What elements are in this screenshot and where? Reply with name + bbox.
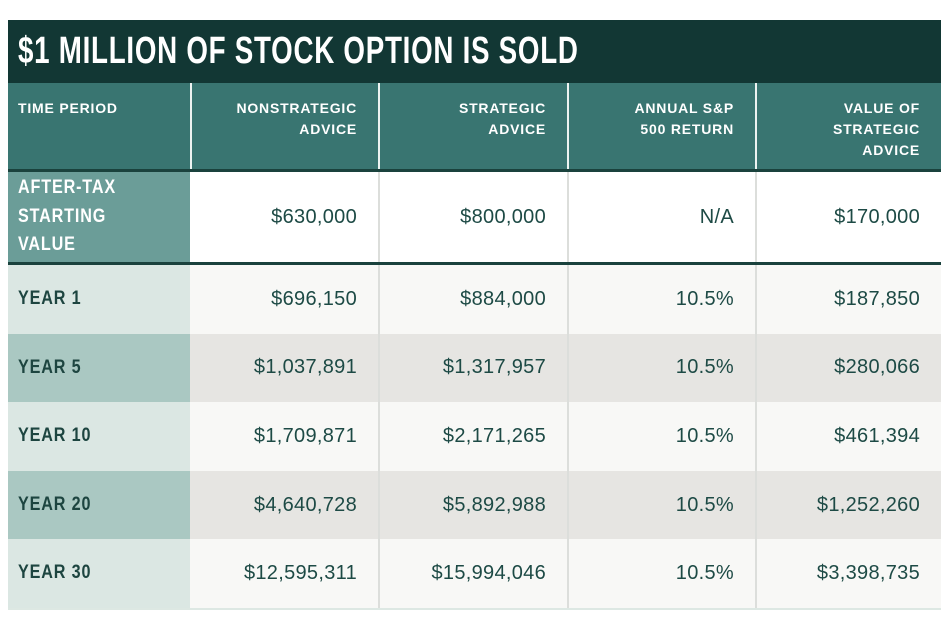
table-row-year-20: YEAR 20 $4,640,728 $5,892,988 10.5% $1,2… bbox=[8, 470, 941, 540]
table-row-year-30: YEAR 30 $12,595,311 $15,994,046 10.5% $3… bbox=[8, 539, 941, 608]
row-label-text: AFTER-TAX STARTING VALUE bbox=[18, 177, 116, 256]
cell-sp500-return: N/A bbox=[567, 172, 755, 262]
column-header-label: STRATEGIC ADVICE bbox=[458, 100, 546, 137]
table-row-year-1: YEAR 1 $696,150 $884,000 10.5% $187,850 bbox=[8, 265, 941, 334]
column-header-nonstrategic-advice: NONSTRATEGIC ADVICE bbox=[190, 83, 378, 169]
cell-sp500-return: 10.5% bbox=[567, 333, 755, 403]
column-header-time-period: TIME PERIOD bbox=[8, 83, 190, 169]
cell-sp500-return: 10.5% bbox=[567, 539, 755, 608]
row-label: YEAR 20 bbox=[8, 470, 190, 540]
cell-strategic: $800,000 bbox=[378, 172, 567, 262]
row-label-text: YEAR 10 bbox=[18, 425, 92, 447]
title-bar: $1 MILLION OF STOCK OPTION IS SOLD bbox=[8, 20, 941, 83]
cell-strategic: $1,317,957 bbox=[378, 333, 567, 403]
column-header-strategic-advice: STRATEGIC ADVICE bbox=[378, 83, 567, 169]
cell-value-of-advice: $170,000 bbox=[755, 172, 941, 262]
cell-nonstrategic: $1,709,871 bbox=[190, 402, 378, 471]
row-divider bbox=[8, 262, 941, 265]
cell-value-of-advice: $280,066 bbox=[755, 333, 941, 403]
row-divider bbox=[8, 169, 941, 172]
table-row-year-10: YEAR 10 $1,709,871 $2,171,265 10.5% $461… bbox=[8, 402, 941, 471]
cell-value-of-advice: $187,850 bbox=[755, 265, 941, 334]
cell-value-of-advice: $3,398,735 bbox=[755, 539, 941, 608]
row-label-text: YEAR 20 bbox=[18, 493, 92, 515]
column-header-label: TIME PERIOD bbox=[18, 100, 118, 116]
row-label-text: YEAR 1 bbox=[18, 288, 82, 310]
row-label-text: YEAR 30 bbox=[18, 562, 92, 584]
cell-value-of-advice: $1,252,260 bbox=[755, 470, 941, 540]
stock-option-table: $1 MILLION OF STOCK OPTION IS SOLD TIME … bbox=[8, 20, 941, 610]
cell-nonstrategic: $1,037,891 bbox=[190, 333, 378, 403]
cell-nonstrategic: $12,595,311 bbox=[190, 539, 378, 608]
cell-value-of-advice: $461,394 bbox=[755, 402, 941, 471]
column-header-label: NONSTRATEGIC ADVICE bbox=[236, 100, 357, 137]
cell-sp500-return: 10.5% bbox=[567, 402, 755, 471]
row-label: AFTER-TAX STARTING VALUE bbox=[8, 172, 190, 262]
row-label-text: YEAR 5 bbox=[18, 356, 82, 378]
table-header-row: TIME PERIOD NONSTRATEGIC ADVICE STRATEGI… bbox=[8, 83, 941, 169]
table-row-after-tax-starting-value: AFTER-TAX STARTING VALUE $630,000 $800,0… bbox=[8, 172, 941, 262]
cell-strategic: $884,000 bbox=[378, 265, 567, 334]
cell-nonstrategic: $4,640,728 bbox=[190, 470, 378, 540]
row-label: YEAR 5 bbox=[8, 333, 190, 403]
column-header-value-of-strategic-advice: VALUE OF STRATEGIC ADVICE bbox=[755, 83, 941, 169]
cell-strategic: $2,171,265 bbox=[378, 402, 567, 471]
cell-nonstrategic: $630,000 bbox=[190, 172, 378, 262]
cell-strategic: $5,892,988 bbox=[378, 470, 567, 540]
row-label: YEAR 1 bbox=[8, 265, 190, 334]
cell-strategic: $15,994,046 bbox=[378, 539, 567, 608]
column-header-label: ANNUAL S&P 500 RETURN bbox=[634, 100, 734, 137]
column-header-label: VALUE OF STRATEGIC ADVICE bbox=[832, 100, 920, 158]
table-bottom-border bbox=[8, 607, 941, 610]
cell-nonstrategic: $696,150 bbox=[190, 265, 378, 334]
column-header-annual-sp500-return: ANNUAL S&P 500 RETURN bbox=[567, 83, 755, 169]
chart-title: $1 MILLION OF STOCK OPTION IS SOLD bbox=[18, 30, 579, 72]
table-row-year-5: YEAR 5 $1,037,891 $1,317,957 10.5% $280,… bbox=[8, 333, 941, 403]
cell-sp500-return: 10.5% bbox=[567, 470, 755, 540]
cell-sp500-return: 10.5% bbox=[567, 265, 755, 334]
row-label: YEAR 10 bbox=[8, 402, 190, 471]
row-label: YEAR 30 bbox=[8, 539, 190, 608]
